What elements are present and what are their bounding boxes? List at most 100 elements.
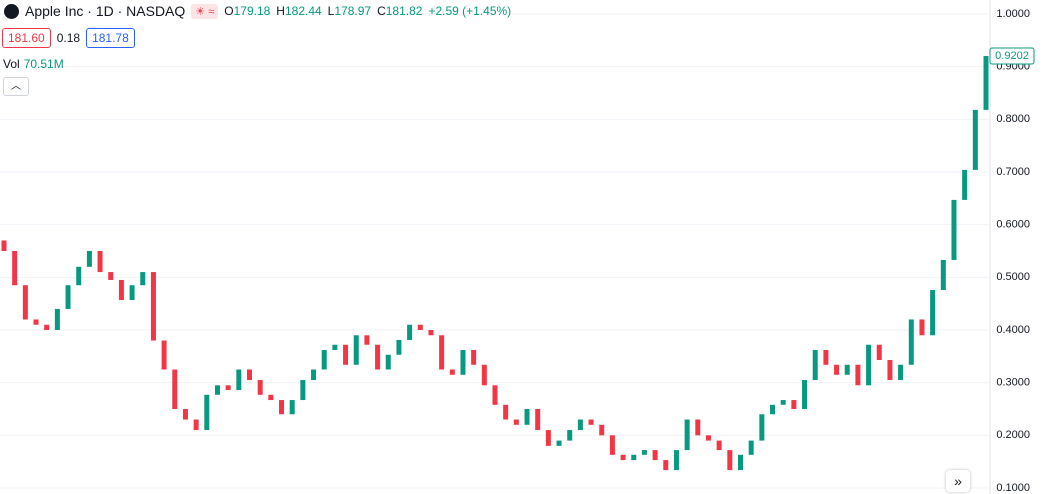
candle-body xyxy=(684,419,690,451)
candle-body xyxy=(236,369,242,391)
scroll-to-latest[interactable]: » xyxy=(946,470,970,492)
candle-body xyxy=(1,240,7,252)
y-tick-label: 0.1000 xyxy=(996,482,1030,494)
candle-body xyxy=(876,344,882,361)
candle-body xyxy=(855,364,861,386)
y-tick-label: 0.8000 xyxy=(996,113,1030,125)
candle-body xyxy=(214,385,220,395)
candle-body xyxy=(898,364,904,381)
candle-body xyxy=(545,430,551,446)
sell-price[interactable]: 181.60 xyxy=(2,28,51,48)
candle-body xyxy=(364,335,370,345)
candle-body xyxy=(268,394,274,401)
candle-body xyxy=(759,414,765,441)
candle-body xyxy=(33,319,39,325)
candle-body xyxy=(930,289,936,336)
candle-body xyxy=(193,419,199,431)
candle-body xyxy=(311,369,317,381)
candle-body xyxy=(834,364,840,375)
y-tick-label: 0.6000 xyxy=(996,219,1030,231)
ohlc-key: L xyxy=(327,4,335,18)
candle-body xyxy=(770,404,776,415)
candle-body xyxy=(919,319,925,336)
collapse-button[interactable]: ︿ xyxy=(3,77,29,96)
ohlc-value: 182.44 xyxy=(284,4,322,18)
candle-body xyxy=(620,454,626,461)
candle-body xyxy=(481,364,487,386)
candle-body xyxy=(22,285,28,320)
candle-body xyxy=(556,440,562,446)
candle-body xyxy=(449,369,455,375)
candle-body xyxy=(844,364,850,375)
candle-body xyxy=(65,285,71,309)
candle-body xyxy=(738,454,743,471)
candle-body xyxy=(396,340,402,355)
y-tick-label: 0.4000 xyxy=(996,324,1030,336)
candle-body xyxy=(161,340,167,370)
candle-body xyxy=(97,251,103,273)
ohlc-key: O xyxy=(224,4,234,18)
candle-body xyxy=(289,400,295,415)
candle-body xyxy=(695,419,701,436)
candle-body xyxy=(225,385,231,391)
volume-value: 70.51M xyxy=(23,57,64,71)
ohlc-value: 181.82 xyxy=(385,4,423,18)
candle-body xyxy=(802,380,808,409)
candle-body xyxy=(705,435,711,441)
candle-body xyxy=(812,350,818,381)
candle-body xyxy=(118,279,124,300)
buy-price[interactable]: 181.78 xyxy=(86,28,135,48)
candle-body xyxy=(332,344,338,351)
candle-body xyxy=(983,56,989,110)
volume-label: Vol xyxy=(3,57,20,71)
ohlc-key: H xyxy=(276,4,285,18)
ohlc-value: 178.97 xyxy=(334,4,372,18)
candle-body xyxy=(86,251,92,267)
candle-body xyxy=(12,251,18,286)
last-price-badge xyxy=(989,47,1035,65)
candle-body xyxy=(673,450,679,471)
candle-body xyxy=(343,344,349,365)
candle-body xyxy=(748,440,754,455)
candle-body xyxy=(150,272,156,341)
candle-body xyxy=(513,419,519,425)
candle-body xyxy=(492,385,498,405)
candle-body xyxy=(247,369,252,381)
candle-body xyxy=(524,408,530,425)
candle-body xyxy=(866,344,872,386)
ohlc-values: O179.18 H182.44 L178.97 C181.82 +2.59 (+… xyxy=(224,4,511,18)
candle-body xyxy=(300,380,306,401)
candle-body xyxy=(257,380,263,395)
last-price-label: 0.9202 xyxy=(995,50,1029,62)
y-tick-label: 0.2000 xyxy=(996,429,1030,441)
candle-body xyxy=(535,408,541,431)
ohlc-close: C181.82 xyxy=(377,4,422,18)
candle-body xyxy=(428,330,434,336)
symbol-name[interactable]: Apple Inc · 1D · NASDAQ xyxy=(25,3,186,19)
market-status[interactable]: ☀ ≈ xyxy=(191,3,219,19)
candle-body xyxy=(385,354,391,370)
candle-body xyxy=(588,419,594,425)
candle-body xyxy=(471,350,477,365)
candle-body xyxy=(641,450,647,455)
y-tick-label: 1.0000 xyxy=(996,8,1030,20)
ohlc-high: H182.44 xyxy=(276,4,321,18)
candle-body xyxy=(940,259,946,290)
candle-body xyxy=(972,109,978,170)
candle-body xyxy=(140,272,146,286)
candle-body xyxy=(76,266,82,286)
candle-body xyxy=(54,308,60,331)
candle-body xyxy=(609,435,615,455)
candle-body xyxy=(321,350,327,370)
candle-body xyxy=(375,344,381,370)
candle-body xyxy=(182,408,188,420)
candle-body xyxy=(908,319,914,365)
trade-row: 181.60 0.18 181.78 xyxy=(2,28,135,48)
candle-body xyxy=(577,419,583,431)
y-tick-label: 0.3000 xyxy=(996,377,1030,389)
ohlc-open: O179.18 xyxy=(224,4,270,18)
candle-body xyxy=(439,335,445,370)
candle-body xyxy=(279,400,285,415)
